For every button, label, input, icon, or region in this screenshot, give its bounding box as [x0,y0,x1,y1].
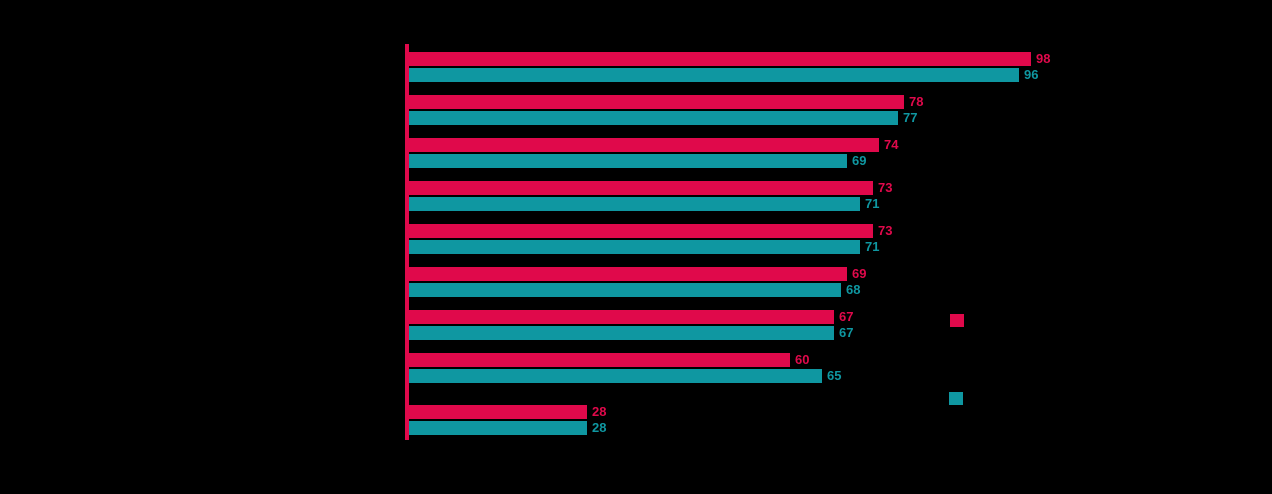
bar-series-crimson [409,310,834,324]
bar-series-teal [409,421,587,435]
bar-series-teal [409,326,834,340]
bar-series-teal [409,68,1019,82]
bar-value-label: 96 [1024,67,1039,82]
bar-value-label: 65 [827,368,842,383]
bar-value-label: 71 [865,196,880,211]
bar-value-label: 98 [1036,51,1051,66]
bar-series-crimson [409,52,1031,66]
bar-value-label: 74 [884,137,899,152]
bar-value-label: 77 [903,110,918,125]
bar-series-teal [409,197,860,211]
bar-series-crimson [409,181,873,195]
bar-value-label: 73 [878,223,893,238]
bar-value-label: 69 [852,266,867,281]
bar-value-label: 73 [878,180,893,195]
bar-series-teal [409,111,898,125]
bar-value-label: 67 [839,309,854,324]
bar-value-label: 71 [865,239,880,254]
bar-series-crimson [409,353,790,367]
bar-value-label: 78 [909,94,924,109]
bar-series-crimson [409,405,587,419]
bar-series-teal [409,283,841,297]
bar-series-crimson [409,95,904,109]
legend-swatch-teal [949,392,963,405]
bar-value-label: 60 [795,352,810,367]
bar-value-label: 69 [852,153,867,168]
bar-value-label: 68 [846,282,861,297]
bar-series-crimson [409,224,873,238]
y-axis-line [405,44,409,440]
bar-value-label: 67 [839,325,854,340]
bar-series-teal [409,240,860,254]
bar-series-teal [409,369,822,383]
bar-value-label: 28 [592,420,607,435]
bar-series-crimson [409,138,879,152]
bar-series-teal [409,154,847,168]
bar-series-crimson [409,267,847,281]
bar-value-label: 28 [592,404,607,419]
legend-swatch-crimson [950,314,964,327]
